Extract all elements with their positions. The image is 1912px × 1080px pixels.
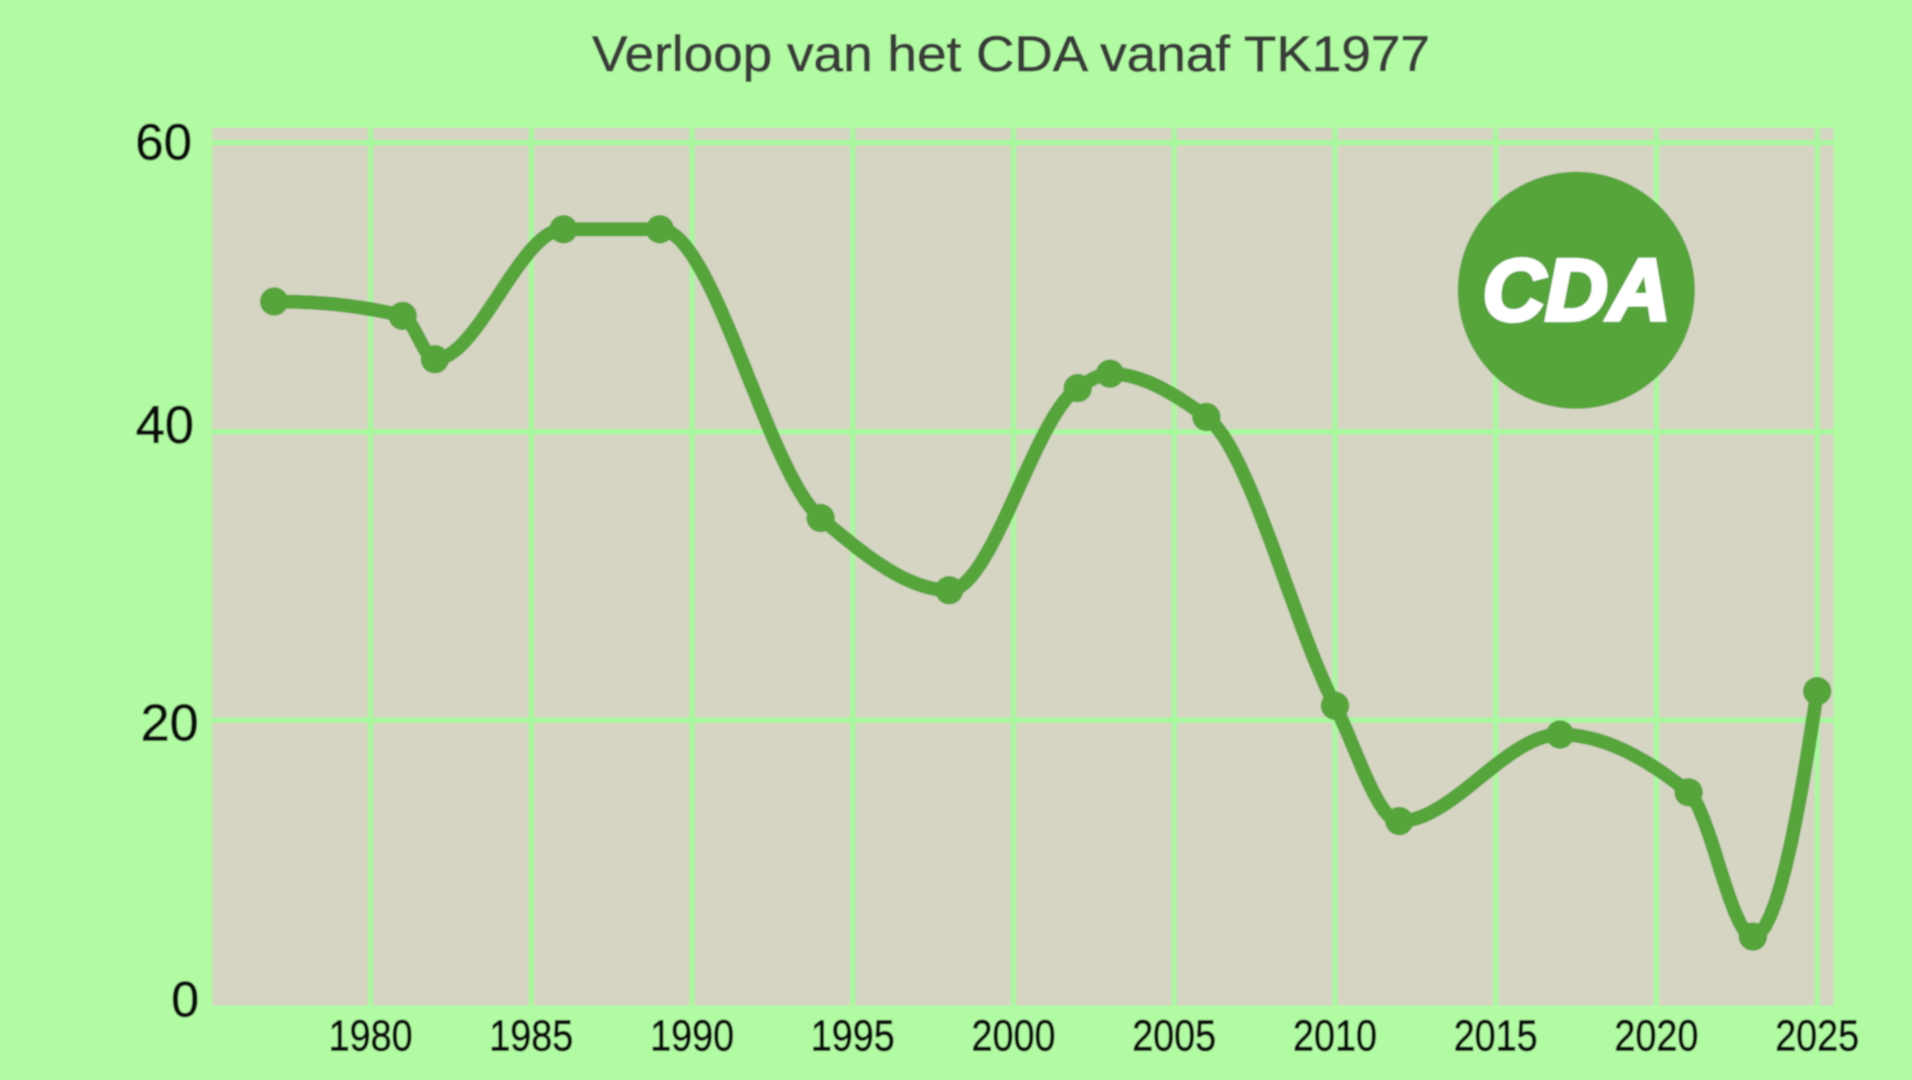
svg-text:2015: 2015 [1454, 1013, 1538, 1061]
svg-text:1990: 1990 [650, 1013, 734, 1061]
svg-text:Verloop van het CDA vanaf TK19: Verloop van het CDA vanaf TK1977 [592, 26, 1430, 82]
svg-text:2000: 2000 [972, 1013, 1056, 1061]
svg-text:2025: 2025 [1775, 1013, 1859, 1061]
svg-text:20: 20 [141, 694, 199, 752]
svg-text:1985: 1985 [489, 1013, 573, 1061]
svg-text:2010: 2010 [1293, 1013, 1377, 1061]
svg-text:1995: 1995 [811, 1013, 895, 1061]
svg-text:60: 60 [135, 114, 192, 171]
svg-text:1980: 1980 [329, 1013, 413, 1061]
svg-text:CDA: CDA [1483, 242, 1671, 339]
svg-text:2020: 2020 [1614, 1013, 1698, 1061]
svg-text:40: 40 [136, 396, 194, 455]
svg-text:2005: 2005 [1132, 1013, 1216, 1061]
svg-text:0: 0 [171, 971, 199, 1027]
